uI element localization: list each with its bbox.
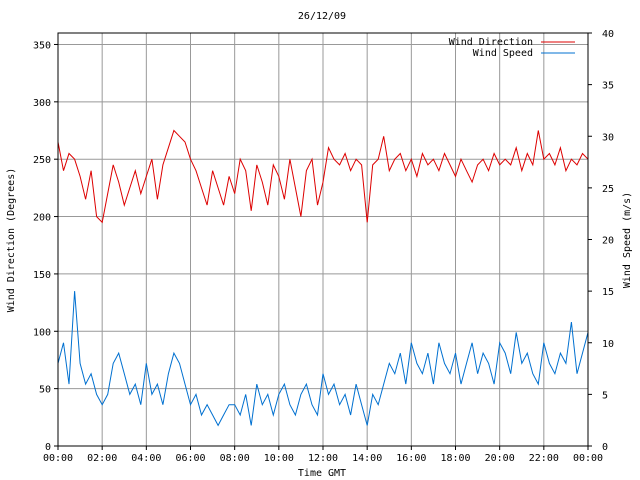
y-left-tick-label: 200: [33, 213, 51, 224]
y-left-tick-label: 0: [45, 442, 51, 453]
y-left-tick-label: 150: [33, 270, 51, 281]
y-left-tick-label: 300: [33, 98, 51, 109]
y-left-tick-label: 350: [33, 40, 51, 51]
chart-title: 26/12/09: [298, 11, 346, 22]
x-tick-label: 04:00: [131, 453, 161, 464]
x-tick-label: 20:00: [485, 453, 515, 464]
y-right-tick-label: 40: [602, 29, 614, 40]
series-line-wind-speed: [57, 291, 589, 427]
y-right-tick-label: 25: [602, 184, 614, 195]
y-right-tick-label: 15: [602, 287, 614, 298]
y-axis-left-label: Wind Direction (Degrees): [6, 168, 17, 313]
legend-label-wind-speed: Wind Speed: [473, 48, 533, 59]
legend-label-wind-direction: Wind Direction: [449, 37, 533, 48]
grid-lines: [58, 33, 588, 446]
x-tick-label: 00:00: [573, 453, 603, 464]
y-left-tick-label: 100: [33, 327, 51, 338]
x-tick-label: 06:00: [175, 453, 205, 464]
y-right-tick-label: 0: [602, 442, 608, 453]
x-tick-label: 08:00: [220, 453, 250, 464]
series-layer: [57, 129, 589, 427]
y-right-tick-label: 5: [602, 390, 608, 401]
y-axis-right-label: Wind Speed (m/s): [622, 192, 633, 288]
y-left-tick-label: 250: [33, 155, 51, 166]
y-right-tick-label: 10: [602, 339, 614, 350]
y-left-tick-label: 50: [39, 385, 51, 396]
y-right-tick-label: 20: [602, 236, 614, 247]
x-tick-label: 10:00: [264, 453, 294, 464]
x-tick-label: 00:00: [43, 453, 73, 464]
x-tick-label: 22:00: [529, 453, 559, 464]
x-tick-label: 18:00: [440, 453, 470, 464]
tick-labels: 00:00 02:00 04:00 06:00 08:00 10:00 12:00 14:00…: [33, 29, 614, 464]
y-right-tick-label: 35: [602, 81, 614, 92]
legend: Wind Direction Wind Speed: [449, 37, 575, 59]
series-line-wind-direction: [57, 129, 589, 224]
x-tick-label: 12:00: [308, 453, 338, 464]
y-right-tick-label: 30: [602, 132, 614, 143]
x-tick-label: 14:00: [352, 453, 382, 464]
x-tick-label: 16:00: [396, 453, 426, 464]
x-axis-label: Time GMT: [298, 468, 346, 479]
x-tick-label: 02:00: [87, 453, 117, 464]
